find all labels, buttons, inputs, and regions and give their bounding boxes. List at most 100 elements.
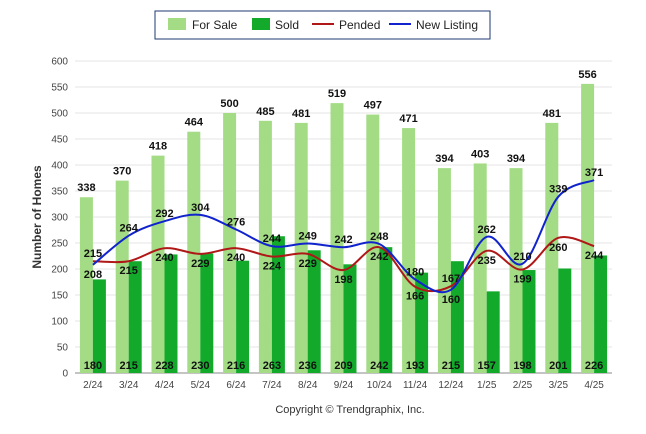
data-label-sold: 180	[84, 360, 102, 372]
x-tick-label: 6/24	[226, 380, 246, 391]
data-label-new-listing: 304	[191, 202, 210, 214]
bars	[79, 83, 608, 374]
y-tick-label: 600	[51, 57, 68, 68]
data-label-new-listing: 339	[549, 184, 567, 196]
legend-label-new-listing: New Listing	[416, 18, 478, 32]
legend-swatch-for-sale	[168, 18, 186, 30]
x-axis-ticks: 2/24 3/24 4/24 5/24 6/24 7/24 8/24 9/24 10/24 11/…	[83, 380, 604, 391]
bar-for-sale	[79, 197, 93, 373]
data-label-new-listing: 180	[406, 266, 424, 278]
y-tick-label: 350	[51, 187, 68, 198]
data-label-pended: 215	[84, 248, 102, 260]
data-label-for-sale: 485	[256, 106, 274, 118]
x-tick-label: 12/24	[438, 380, 463, 391]
y-axis-label: Number of Homes	[30, 165, 44, 269]
legend-label-pended: Pended	[339, 18, 380, 32]
y-axis-ticks: 0 50 100 150 200 250 300 350 400 450 500 550 600	[51, 57, 68, 380]
data-label-for-sale: 403	[471, 148, 489, 160]
data-label-new-listing: 292	[155, 208, 173, 220]
data-label-pended: 166	[406, 291, 424, 303]
data-labels: 338 180 215 208 370 215 215 264 418 228 240 292 464 2…	[77, 69, 604, 372]
data-label-for-sale: 471	[399, 113, 417, 125]
y-tick-label: 500	[51, 109, 68, 120]
data-label-pended: 229	[299, 258, 317, 270]
bar-sold	[379, 247, 393, 373]
bar-for-sale	[437, 168, 451, 373]
data-label-sold: 201	[549, 360, 567, 372]
data-label-for-sale: 370	[113, 166, 131, 178]
bar-sold	[486, 291, 500, 373]
data-label-for-sale: 394	[435, 153, 454, 165]
data-label-for-sale: 481	[292, 108, 310, 120]
line-pended	[92, 235, 595, 293]
bar-sold	[558, 268, 572, 373]
y-tick-label: 50	[57, 343, 69, 354]
data-label-for-sale: 500	[220, 98, 238, 110]
data-label-new-listing: 248	[370, 231, 388, 243]
data-label-pended: 215	[120, 265, 138, 277]
bar-for-sale	[330, 103, 344, 374]
data-label-pended: 235	[478, 255, 496, 267]
x-tick-label: 3/24	[119, 380, 139, 391]
bar-sold	[343, 264, 357, 373]
data-label-pended: 260	[549, 242, 567, 254]
data-label-new-listing: 242	[334, 234, 352, 246]
legend-swatch-sold	[252, 18, 270, 30]
bar-for-sale	[509, 168, 523, 373]
data-label-sold: 198	[513, 360, 531, 372]
bar-sold	[450, 261, 464, 373]
line-new-listing	[92, 179, 595, 294]
bar-sold	[522, 270, 536, 373]
bar-for-sale	[473, 163, 487, 373]
data-label-sold: 215	[120, 360, 138, 372]
x-tick-label: 10/24	[367, 380, 392, 391]
y-tick-label: 250	[51, 239, 68, 250]
data-label-sold: 263	[263, 360, 281, 372]
data-label-for-sale: 418	[149, 141, 167, 153]
x-tick-label: 3/25	[549, 380, 569, 391]
y-tick-label: 200	[51, 265, 68, 276]
data-label-sold: 236	[299, 360, 317, 372]
data-label-sold: 242	[370, 360, 388, 372]
bar-sold	[307, 250, 321, 373]
bar-sold	[200, 253, 214, 373]
data-label-sold: 228	[155, 360, 173, 372]
data-label-new-listing: 371	[585, 167, 603, 179]
data-label-new-listing: 210	[513, 251, 531, 263]
data-label-sold: 230	[191, 360, 209, 372]
data-label-sold: 193	[406, 360, 424, 372]
data-label-sold: 226	[585, 360, 603, 372]
data-label-for-sale: 394	[507, 153, 526, 165]
y-tick-label: 100	[51, 317, 68, 328]
data-label-for-sale: 481	[543, 108, 561, 120]
y-tick-label: 450	[51, 135, 68, 146]
data-label-pended: 224	[263, 261, 282, 273]
data-label-new-listing: 262	[478, 224, 496, 236]
data-label-pended: 244	[585, 250, 604, 262]
data-label-pended: 199	[513, 274, 531, 286]
bar-for-sale	[151, 155, 165, 373]
data-label-pended: 240	[155, 252, 173, 264]
data-label-pended: 242	[370, 251, 388, 263]
data-label-sold: 216	[227, 360, 245, 372]
bar-sold	[271, 236, 285, 373]
x-tick-label: 4/25	[584, 380, 604, 391]
data-label-sold: 209	[334, 360, 352, 372]
data-label-pended: 198	[334, 274, 352, 286]
data-label-for-sale: 464	[185, 117, 204, 129]
y-tick-label: 400	[51, 161, 68, 172]
legend: For Sale Sold Pended New Listing	[154, 10, 491, 40]
data-label-new-listing: 208	[84, 269, 102, 281]
x-tick-label: 9/24	[334, 380, 354, 391]
bar-sold	[128, 261, 142, 373]
x-tick-label: 11/24	[403, 380, 428, 391]
y-tick-label: 550	[51, 83, 68, 94]
data-label-for-sale: 338	[77, 182, 95, 194]
data-label-sold: 215	[442, 360, 460, 372]
bar-for-sale	[115, 180, 129, 373]
copyright-text: Copyright © Trendgraphix, Inc.	[275, 404, 424, 416]
bar-for-sale	[366, 114, 380, 373]
bar-sold	[236, 260, 250, 373]
x-tick-label: 2/24	[83, 380, 103, 391]
